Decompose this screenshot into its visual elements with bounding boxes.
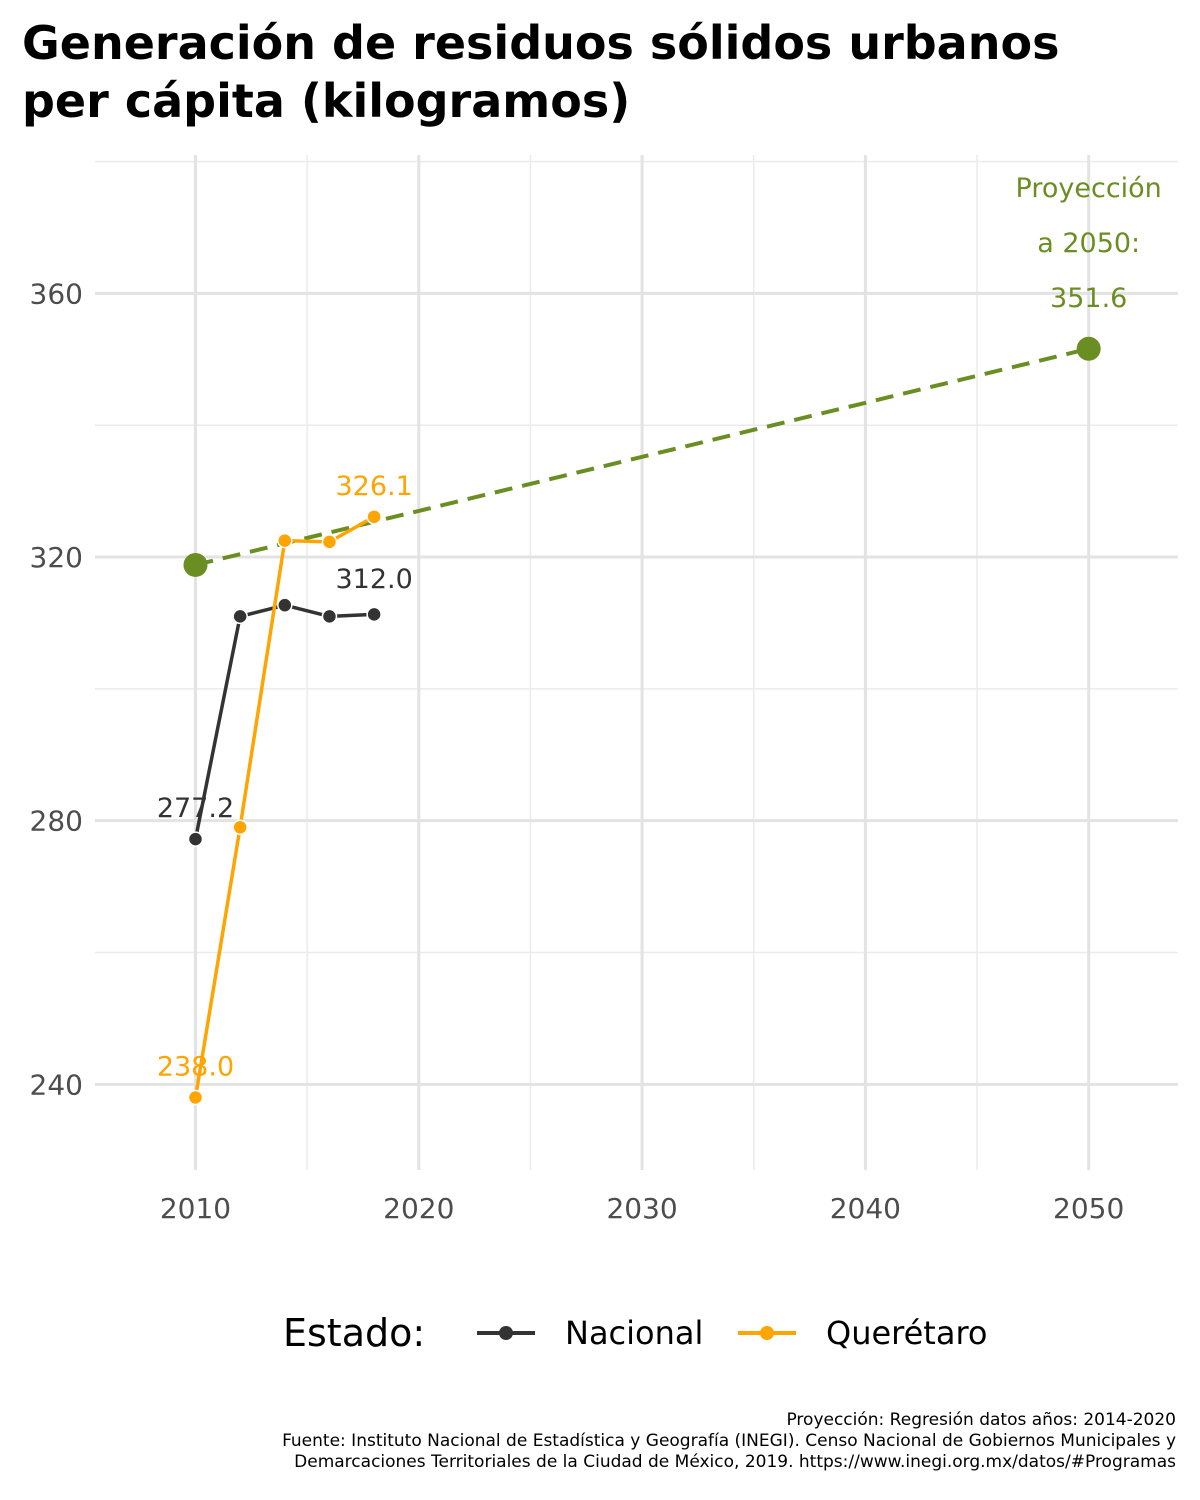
y-tick-label: 360 [30, 277, 83, 310]
plot-marks: Proyección a 2050: 351.6 277.2 312.0 238.0 326… [157, 173, 1162, 1106]
legend-label: Nacional [565, 1314, 703, 1352]
data-label: 238.0 [157, 1052, 234, 1083]
x-axis-ticks: 2010 2020 2030 2040 2050 [160, 1192, 1124, 1225]
data-label: 277.2 [157, 793, 234, 824]
data-label: 312.0 [335, 564, 412, 595]
x-tick-label: 2050 [1053, 1192, 1124, 1225]
projection-annotation-line: 351.6 [1050, 283, 1127, 314]
y-axis-ticks: 240 280 320 360 [30, 277, 83, 1101]
legend-title: Estado: [283, 1311, 425, 1355]
grid [95, 155, 1178, 1170]
projection-annotation-line: Proyección [1016, 173, 1162, 204]
x-tick-label: 2030 [606, 1192, 677, 1225]
chart-title-line-1: Generación de residuos sólidos urbanos [22, 16, 1060, 70]
projection-line [195, 346, 1090, 567]
caption-source-line-2: Demarcaciones Territoriales de la Ciudad… [294, 1452, 1176, 1472]
series-point [277, 597, 293, 613]
series-point [321, 534, 338, 550]
series-point [187, 831, 204, 847]
chart-title-line-2: per cápita (kilogramos) [22, 74, 631, 128]
projection-point [183, 552, 208, 577]
y-tick-label: 280 [30, 805, 83, 838]
legend-key-point [760, 1326, 774, 1340]
projection-annotation-line: a 2050: [1037, 228, 1140, 259]
series-point [187, 1089, 204, 1106]
y-tick-label: 240 [30, 1068, 83, 1101]
legend: Estado: Nacional Querétaro [283, 1311, 987, 1355]
caption-projection-note: Proyección: Regresión datos años: 2014-2… [786, 1410, 1176, 1430]
series-point [277, 532, 293, 549]
chart-title: Generación de residuos sólidos urbanos p… [22, 14, 1182, 130]
projection-point [1076, 336, 1101, 361]
caption-source-line-1: Fuente: Instituto Nacional de Estadístic… [282, 1431, 1176, 1451]
data-label: 326.1 [335, 471, 412, 502]
caption: Proyección: Regresión datos años: 2014-2… [282, 1410, 1176, 1473]
series-point [232, 819, 248, 836]
series-point [366, 606, 382, 623]
series-point [232, 608, 248, 625]
x-tick-label: 2020 [383, 1192, 454, 1225]
y-tick-label: 320 [30, 541, 83, 574]
series-point [366, 509, 382, 525]
legend-label: Querétaro [826, 1314, 987, 1352]
series-point [321, 608, 338, 625]
legend-key-point [499, 1326, 513, 1340]
x-tick-label: 2040 [830, 1192, 901, 1225]
x-tick-label: 2010 [160, 1192, 231, 1225]
